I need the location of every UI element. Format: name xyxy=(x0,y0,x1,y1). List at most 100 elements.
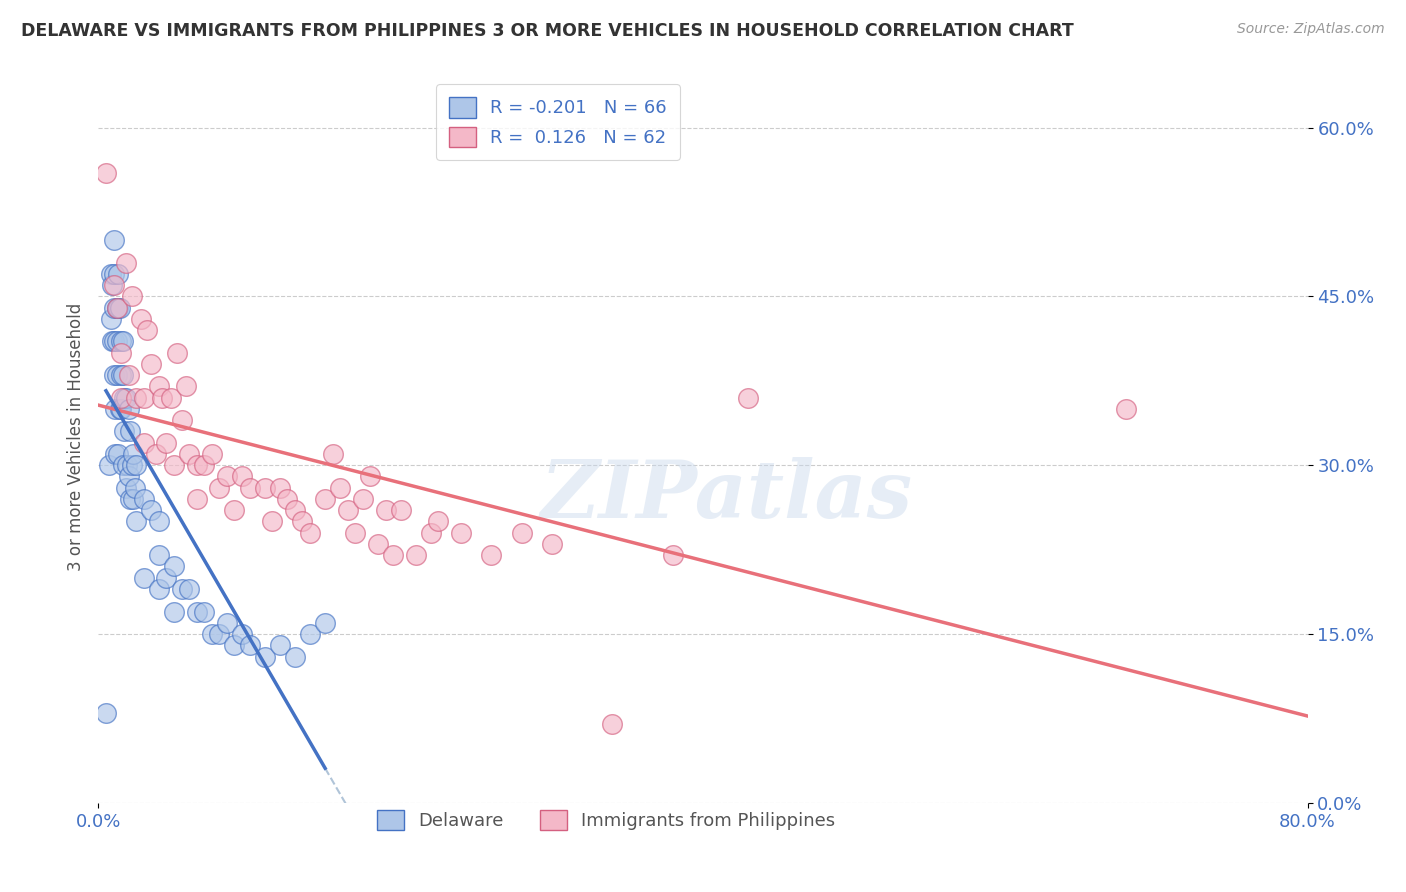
Point xyxy=(163,559,186,574)
Point xyxy=(179,582,201,596)
Y-axis label: 3 or more Vehicles in Household: 3 or more Vehicles in Household xyxy=(66,303,84,571)
Point xyxy=(94,706,117,720)
Point xyxy=(284,649,307,664)
Point xyxy=(336,503,359,517)
Point xyxy=(253,481,276,495)
Point xyxy=(231,469,253,483)
Point xyxy=(107,301,129,315)
Point xyxy=(118,368,141,383)
Point xyxy=(120,425,142,439)
Point xyxy=(104,401,127,416)
Point xyxy=(148,515,170,529)
Point xyxy=(186,491,208,506)
Point xyxy=(201,447,224,461)
Point xyxy=(374,503,396,517)
Point xyxy=(269,638,291,652)
Point xyxy=(155,571,177,585)
Point xyxy=(224,638,246,652)
Point xyxy=(150,391,173,405)
Point xyxy=(352,491,374,506)
Point xyxy=(382,548,405,562)
Point xyxy=(108,401,131,416)
Point xyxy=(124,481,146,495)
Point xyxy=(105,301,128,315)
Point xyxy=(405,548,427,562)
Point xyxy=(1115,401,1137,416)
Point xyxy=(103,334,125,349)
Point xyxy=(100,267,122,281)
Point xyxy=(481,548,503,562)
Point xyxy=(540,537,562,551)
Point xyxy=(186,458,208,473)
Point xyxy=(215,469,238,483)
Point xyxy=(163,458,186,473)
Point xyxy=(215,615,238,630)
Point xyxy=(284,503,307,517)
Point xyxy=(291,515,314,529)
Point xyxy=(510,525,533,540)
Point xyxy=(148,548,170,562)
Point xyxy=(107,267,129,281)
Point xyxy=(111,458,134,473)
Point xyxy=(389,503,412,517)
Point xyxy=(299,525,322,540)
Point xyxy=(201,627,224,641)
Point xyxy=(107,447,129,461)
Point xyxy=(208,627,231,641)
Point xyxy=(262,515,284,529)
Point xyxy=(105,368,128,383)
Point xyxy=(108,301,131,315)
Point xyxy=(661,548,683,562)
Point xyxy=(103,301,125,315)
Point xyxy=(174,379,197,393)
Point xyxy=(103,267,125,281)
Point xyxy=(141,357,163,371)
Point xyxy=(105,334,128,349)
Point xyxy=(166,345,188,359)
Point xyxy=(129,312,152,326)
Point xyxy=(111,368,134,383)
Point xyxy=(269,481,291,495)
Text: Source: ZipAtlas.com: Source: ZipAtlas.com xyxy=(1237,22,1385,37)
Point xyxy=(141,503,163,517)
Point xyxy=(110,345,132,359)
Legend: Delaware, Immigrants from Philippines: Delaware, Immigrants from Philippines xyxy=(370,803,842,838)
Point xyxy=(231,627,253,641)
Point xyxy=(98,458,121,473)
Point xyxy=(104,447,127,461)
Point xyxy=(125,458,148,473)
Point xyxy=(420,525,443,540)
Point xyxy=(170,413,193,427)
Point xyxy=(314,615,336,630)
Point xyxy=(110,334,132,349)
Point xyxy=(101,334,124,349)
Text: DELAWARE VS IMMIGRANTS FROM PHILIPPINES 3 OR MORE VEHICLES IN HOUSEHOLD CORRELAT: DELAWARE VS IMMIGRANTS FROM PHILIPPINES … xyxy=(21,22,1074,40)
Point xyxy=(148,582,170,596)
Point xyxy=(193,458,215,473)
Point xyxy=(367,537,389,551)
Point xyxy=(239,481,262,495)
Point xyxy=(118,469,141,483)
Point xyxy=(110,368,132,383)
Point xyxy=(208,481,231,495)
Point xyxy=(450,525,472,540)
Point xyxy=(122,447,145,461)
Point xyxy=(121,458,143,473)
Point xyxy=(114,255,136,269)
Point xyxy=(100,312,122,326)
Point xyxy=(125,515,148,529)
Point xyxy=(114,481,136,495)
Point xyxy=(360,469,382,483)
Point xyxy=(135,323,157,337)
Point xyxy=(132,435,155,450)
Point xyxy=(112,391,135,405)
Point xyxy=(427,515,450,529)
Point xyxy=(132,491,155,506)
Point xyxy=(329,481,352,495)
Point xyxy=(314,491,336,506)
Point xyxy=(115,458,138,473)
Point xyxy=(101,278,124,293)
Point xyxy=(163,605,186,619)
Point xyxy=(344,525,367,540)
Point xyxy=(121,289,143,303)
